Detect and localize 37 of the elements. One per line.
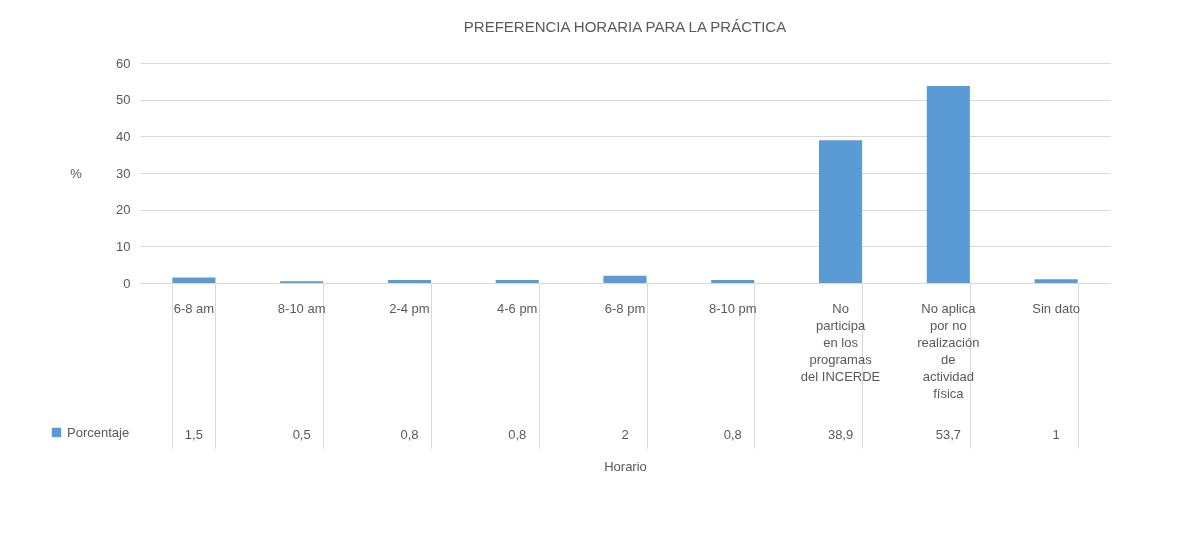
y-tick-label: 10 xyxy=(116,238,131,254)
x-tick-label: 6-8 am xyxy=(173,301,215,316)
bar xyxy=(711,280,755,283)
bar xyxy=(172,277,216,283)
chart-title: PREFERENCIA HORARIA PARA LA PRÁCTICA xyxy=(463,18,787,35)
x-tick-label: Sin dato xyxy=(1032,301,1080,316)
y-axis-title: % xyxy=(70,165,83,181)
text: 2 xyxy=(621,427,629,442)
x-tick-label: No aplica por no realización de actividad física xyxy=(917,301,980,401)
y-tick-label: 0 xyxy=(123,275,131,291)
bar xyxy=(603,275,647,283)
y-tick-label: 50 xyxy=(116,92,131,108)
legend-label: Porcentaje xyxy=(67,424,130,440)
text: 0,8 xyxy=(508,427,527,442)
x-tick-label: 6-8 pm xyxy=(604,301,646,316)
x-tick-label: 8-10 pm xyxy=(708,301,757,316)
x-tick-label: 2-4 pm xyxy=(389,301,430,316)
x-tick-label: 4-6 pm xyxy=(496,301,538,316)
bar xyxy=(926,86,970,283)
text: 53,7 xyxy=(935,427,961,442)
bar xyxy=(495,280,539,283)
bar xyxy=(819,140,863,283)
x-axis-title: Horario xyxy=(604,459,647,474)
x-tick-label: No participa en los programas del INCERDE xyxy=(800,301,881,384)
text: 0,8 xyxy=(723,427,742,442)
bar xyxy=(1034,279,1078,283)
y-tick-label: 60 xyxy=(116,55,131,71)
y-tick-label: 20 xyxy=(116,202,131,218)
bar xyxy=(387,280,431,283)
y-tick-label: 40 xyxy=(116,128,131,144)
text: 1 xyxy=(1052,427,1060,442)
text: 0,5 xyxy=(292,427,311,442)
text: 1,5 xyxy=(184,427,203,442)
text: 0,8 xyxy=(400,427,419,442)
y-tick-label: 30 xyxy=(116,165,131,181)
x-tick-label: 8-10 am xyxy=(277,301,326,316)
text: 38,9 xyxy=(827,427,854,442)
